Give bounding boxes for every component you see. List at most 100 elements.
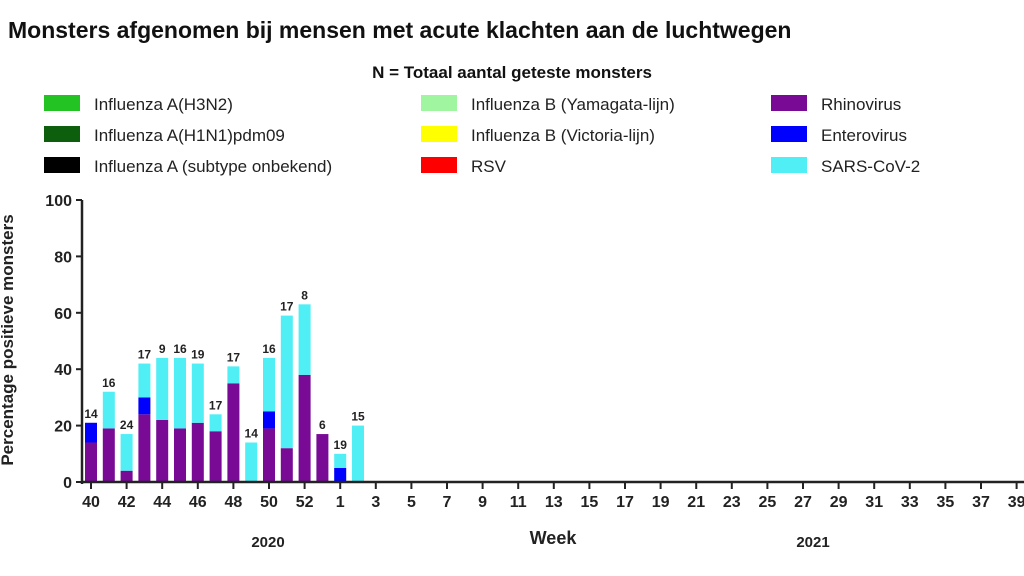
n-label: 19	[191, 348, 205, 362]
x-tick-label: 11	[510, 494, 527, 511]
bar-sars-cov-2	[102, 391, 115, 429]
x-tick-label: 7	[443, 494, 452, 511]
bar-rhinovirus	[316, 434, 329, 482]
n-label: 9	[159, 342, 166, 356]
legend-swatch	[44, 157, 80, 173]
bar-rhinovirus	[298, 374, 311, 482]
legend-label: SARS-CoV-2	[821, 157, 920, 176]
bar-rhinovirus	[102, 428, 115, 482]
legend-label: Influenza B (Victoria-lijn)	[471, 126, 655, 145]
bar-rhinovirus	[227, 383, 240, 482]
legend-label: Influenza A(H3N2)	[94, 95, 233, 114]
n-label: 16	[102, 376, 116, 390]
bar-sars-cov-2	[120, 434, 133, 471]
n-label: 19	[334, 438, 348, 452]
y-tick-label: 80	[54, 249, 72, 266]
x-tick-label: 1	[336, 494, 345, 511]
bar-enterovirus	[334, 467, 347, 482]
legend-label: Rhinovirus	[821, 95, 901, 114]
n-label: 24	[120, 418, 134, 432]
x-tick-label: 40	[82, 494, 100, 511]
bar-rhinovirus	[191, 422, 204, 482]
x-tick-label: 48	[225, 494, 243, 511]
x-tick-label: 13	[545, 494, 563, 511]
x-tick-label: 31	[865, 494, 883, 511]
bar-enterovirus	[85, 422, 97, 443]
n-label: 16	[173, 342, 187, 356]
n-label: 17	[209, 398, 223, 412]
n-label: 17	[138, 348, 152, 362]
bar-sars-cov-2	[352, 425, 364, 482]
bar-sars-cov-2	[334, 453, 347, 468]
legend-swatch	[44, 95, 80, 111]
bar-sars-cov-2	[263, 357, 275, 412]
legend-label: RSV	[471, 157, 507, 176]
x-tick-label: 3	[371, 494, 380, 511]
bar-rhinovirus	[138, 414, 151, 482]
legend-label: Influenza A (subtype onbekend)	[94, 157, 332, 176]
chart-title: Monsters afgenomen bij mensen met acute …	[8, 17, 791, 43]
bar-rhinovirus	[156, 419, 169, 482]
x-tick-label: 15	[581, 494, 599, 511]
legend-label: Influenza A(H1N1)pdm09	[94, 126, 285, 145]
x-tick-label: 25	[759, 494, 777, 511]
x-axis-label: Week	[530, 528, 578, 548]
legend: Influenza A(H3N2) Influenza A(H1N1)pdm09 I…	[44, 95, 920, 176]
n-label: 6	[319, 418, 326, 432]
bar-enterovirus	[263, 411, 275, 429]
legend-swatch	[421, 126, 457, 142]
bar-rhinovirus	[85, 442, 97, 482]
n-label: 17	[280, 300, 294, 314]
bar-rhinovirus	[280, 448, 293, 482]
x-axis: 40 42 44 46 48 50 52 1 3 5 7 9 11 13 15 17 19 21 23 25 27 29 3…	[82, 480, 1024, 511]
legend-swatch	[771, 157, 807, 173]
y-axis: 0 20 40 60 80 100	[45, 193, 84, 492]
bar-sars-cov-2	[280, 315, 293, 449]
y-tick-label: 20	[54, 419, 72, 436]
x-tick-label: 33	[901, 494, 919, 511]
bar-sars-cov-2	[209, 414, 222, 432]
bar-sars-cov-2	[298, 304, 311, 375]
bar-sars-cov-2	[138, 363, 151, 398]
x-tick-label: 23	[723, 494, 741, 511]
year-label-2020: 2020	[251, 534, 284, 551]
x-tick-label: 29	[830, 494, 848, 511]
x-tick-label: 21	[687, 494, 705, 511]
x-tick-label: 52	[296, 494, 314, 511]
legend-swatch	[421, 157, 457, 173]
x-tick-label: 46	[189, 494, 207, 511]
n-label: 8	[301, 288, 308, 302]
x-tick-label: 44	[153, 494, 171, 511]
x-tick-label: 35	[937, 494, 955, 511]
legend-swatch	[44, 126, 80, 142]
x-tick-label: 50	[260, 494, 278, 511]
bar-enterovirus	[138, 397, 151, 415]
n-label: 15	[351, 410, 365, 424]
x-tick-label: 5	[407, 494, 416, 511]
y-tick-label: 60	[54, 306, 72, 323]
x-tick-label: 27	[794, 494, 812, 511]
n-label: 16	[262, 342, 276, 356]
legend-swatch	[771, 126, 807, 142]
x-tick-label: 17	[616, 494, 634, 511]
x-tick-label: 9	[478, 494, 487, 511]
bar-rhinovirus	[174, 428, 186, 482]
legend-swatch	[421, 95, 457, 111]
x-tick-label: 39	[1008, 494, 1024, 511]
bar-sars-cov-2	[174, 357, 186, 429]
n-label: 14	[84, 407, 98, 421]
n-label: 17	[227, 350, 241, 364]
bar-sars-cov-2	[191, 363, 204, 423]
bar-rhinovirus	[120, 470, 133, 482]
n-label: 14	[245, 427, 259, 441]
year-label-2021: 2021	[796, 534, 829, 551]
x-tick-label: 37	[972, 494, 990, 511]
bar-rhinovirus	[209, 431, 222, 482]
y-tick-label: 100	[45, 193, 72, 210]
x-tick-label: 42	[118, 494, 136, 511]
chart-subtitle: N = Totaal aantal geteste monsters	[372, 63, 652, 82]
y-tick-label: 40	[54, 362, 72, 379]
legend-swatch	[771, 95, 807, 111]
